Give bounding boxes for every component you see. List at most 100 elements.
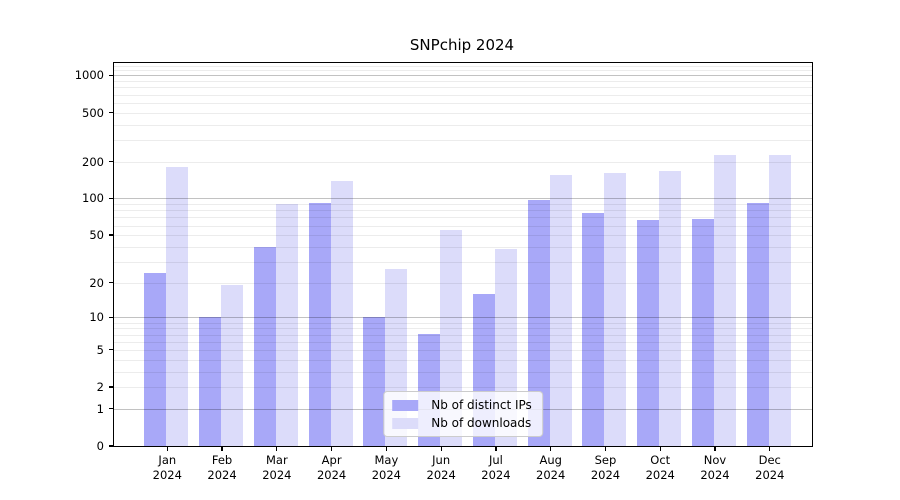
x-axis-tick <box>714 446 716 451</box>
x-axis-tick-label: Apr 2024 <box>304 453 360 483</box>
y-axis-tick-label: 0 <box>96 439 104 453</box>
x-axis-tick-label: Sep 2024 <box>577 453 633 483</box>
month-label: Aug <box>539 453 562 467</box>
year-label: 2024 <box>152 468 182 482</box>
year-label: 2024 <box>755 468 785 482</box>
gridline-minor <box>114 246 812 248</box>
bar-distinct-ips-feb <box>199 317 222 446</box>
month-label: Nov <box>703 453 727 467</box>
gridline-minor <box>114 112 812 114</box>
gridline-minor <box>114 139 812 141</box>
y-axis-tick-label: 200 <box>82 154 104 169</box>
bar-distinct-ips-dec <box>746 202 769 446</box>
x-axis-tick <box>769 446 771 451</box>
gridline-minor <box>114 359 812 361</box>
month-label: Dec <box>758 453 781 467</box>
x-axis-tick-label: Jan 2024 <box>139 453 195 483</box>
gridline-minor <box>114 349 812 351</box>
gridline-minor <box>114 124 812 126</box>
legend-item-downloads: Nb of downloads <box>392 416 532 430</box>
year-label: 2024 <box>700 468 730 482</box>
x-axis-tick <box>276 446 278 451</box>
gridline-minor <box>114 282 812 284</box>
y-axis-tick-label: 5 <box>96 342 104 357</box>
year-label: 2024 <box>426 468 456 482</box>
gridline-minor <box>114 65 812 67</box>
y-axis-tick <box>109 74 114 76</box>
legend-label-distinct-ips: Nb of distinct IPs <box>431 398 532 412</box>
x-axis-tick-label: Oct 2024 <box>632 453 688 483</box>
month-label: Jan <box>158 453 177 467</box>
y-axis-tick <box>109 111 114 114</box>
bar-distinct-ips-may <box>363 317 386 446</box>
x-axis-tick <box>550 446 552 451</box>
bar-distinct-ips-aug <box>527 199 550 446</box>
plot-area: Nb of distinct IPs Nb of downloads 0 1 2 5 1… <box>75 62 813 482</box>
year-label: 2024 <box>371 468 402 482</box>
bar-downloads-nov <box>714 155 736 446</box>
gridline-minor <box>114 94 812 96</box>
y-axis-tick <box>109 197 114 199</box>
bar-downloads-dec <box>768 155 791 446</box>
gridline-minor <box>114 225 812 227</box>
year-label: 2024 <box>481 468 511 482</box>
year-label: 2024 <box>590 468 621 482</box>
gridline-minor <box>114 81 812 82</box>
x-axis-tick-label: May 2024 <box>358 453 414 483</box>
y-axis-tick <box>109 282 114 284</box>
y-axis-tick <box>109 408 114 410</box>
x-axis-tick-label: Mar 2024 <box>249 453 305 483</box>
month-label: Jun <box>432 453 451 467</box>
bar-downloads-jan <box>166 167 189 446</box>
gridline-minor <box>114 387 812 389</box>
x-axis-tick <box>385 446 387 451</box>
y-axis-tick-label: 1 <box>96 401 104 416</box>
bar-distinct-ips-oct <box>637 220 660 446</box>
year-label: 2024 <box>262 468 292 482</box>
x-axis-tick-label: Jul 2024 <box>468 453 524 483</box>
legend-swatch-distinct-ips <box>392 399 419 411</box>
x-axis-tick <box>221 446 223 451</box>
year-label: 2024 <box>316 468 347 482</box>
bar-downloads-feb <box>221 285 244 446</box>
y-axis-tick-label: 10 <box>89 310 104 325</box>
y-axis-tick-label: 1000 <box>74 68 104 83</box>
gridline-minor <box>114 261 812 263</box>
bar-downloads-oct <box>659 171 682 446</box>
legend-label-downloads: Nb of downloads <box>431 416 532 430</box>
year-label: 2024 <box>207 468 237 482</box>
x-axis-tick <box>659 446 661 451</box>
x-axis-tick <box>331 446 333 451</box>
month-label: Sep <box>594 453 617 467</box>
month-label: Apr <box>321 453 342 467</box>
chart-title: SNPchip 2024 <box>409 36 515 54</box>
gridline-minor <box>114 322 812 324</box>
gridline-minor <box>114 235 812 237</box>
year-label: 2024 <box>536 468 566 482</box>
month-label: Oct <box>650 453 671 467</box>
y-axis-tick <box>109 160 114 163</box>
gridline-minor <box>114 210 812 212</box>
bar-downloads-mar <box>275 204 298 446</box>
bar-downloads-sep <box>604 173 627 446</box>
gridline-minor <box>114 371 812 373</box>
gridline-minor <box>114 334 812 336</box>
x-axis-tick <box>604 446 607 451</box>
y-axis-tick-label: 20 <box>89 275 104 290</box>
gridline-major <box>114 75 812 77</box>
gridline-minor <box>114 87 812 89</box>
x-axis-tick-label: Feb 2024 <box>194 453 250 483</box>
y-axis-tick-label: 50 <box>89 228 104 243</box>
y-axis-tick <box>109 316 114 318</box>
x-axis-tick <box>166 446 168 451</box>
month-label: Mar <box>265 453 288 467</box>
gridline-major <box>114 317 812 319</box>
y-axis-tick <box>109 234 114 236</box>
gridline-minor <box>114 328 812 330</box>
x-axis-tick-label: Jun 2024 <box>413 453 469 483</box>
bar-distinct-ips-nov <box>692 218 714 446</box>
y-axis-tick <box>109 386 114 388</box>
x-axis-tick <box>440 446 442 451</box>
x-axis-tick-label: Nov 2024 <box>687 453 743 483</box>
gridline-minor <box>114 204 812 205</box>
